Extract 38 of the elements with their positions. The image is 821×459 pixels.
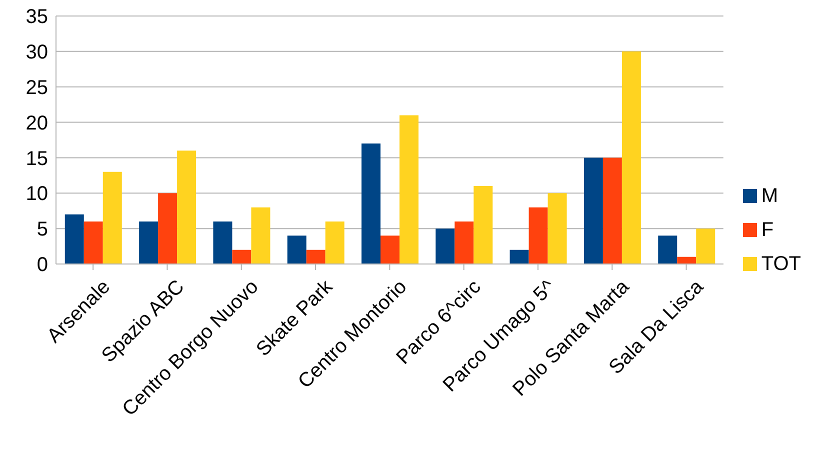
bar xyxy=(454,221,474,264)
bar xyxy=(64,214,84,264)
bar xyxy=(177,150,196,264)
bar xyxy=(622,51,641,264)
legend-label: F xyxy=(761,218,774,240)
y-tick-label: 10 xyxy=(26,183,48,206)
bar xyxy=(287,236,306,264)
bar xyxy=(158,193,178,264)
bar xyxy=(139,221,158,264)
bar xyxy=(658,236,678,264)
y-tick-label: 30 xyxy=(26,42,48,64)
legend-label: TOT xyxy=(761,252,801,274)
bar xyxy=(510,250,529,264)
bar xyxy=(380,236,400,264)
bar xyxy=(548,193,567,264)
y-tick-label: 35 xyxy=(26,6,48,28)
y-tick-label: 15 xyxy=(26,148,48,170)
bar xyxy=(362,144,380,264)
y-tick-label: 20 xyxy=(26,112,48,134)
bar xyxy=(584,158,603,264)
bar xyxy=(213,221,232,264)
bar xyxy=(306,250,326,264)
bar xyxy=(436,228,455,264)
bar xyxy=(84,221,103,264)
bar xyxy=(474,186,493,264)
bar xyxy=(677,256,696,264)
bar xyxy=(102,172,122,264)
bar xyxy=(400,115,418,264)
bar xyxy=(232,250,252,264)
bar xyxy=(325,221,344,264)
bar xyxy=(602,158,622,264)
bar xyxy=(251,207,270,264)
bar xyxy=(696,228,716,264)
legend-label: M xyxy=(761,184,778,206)
bar xyxy=(528,207,548,264)
y-tick-label: 0 xyxy=(36,254,48,276)
y-tick-label: 5 xyxy=(36,218,48,241)
y-tick-label: 25 xyxy=(26,76,48,99)
